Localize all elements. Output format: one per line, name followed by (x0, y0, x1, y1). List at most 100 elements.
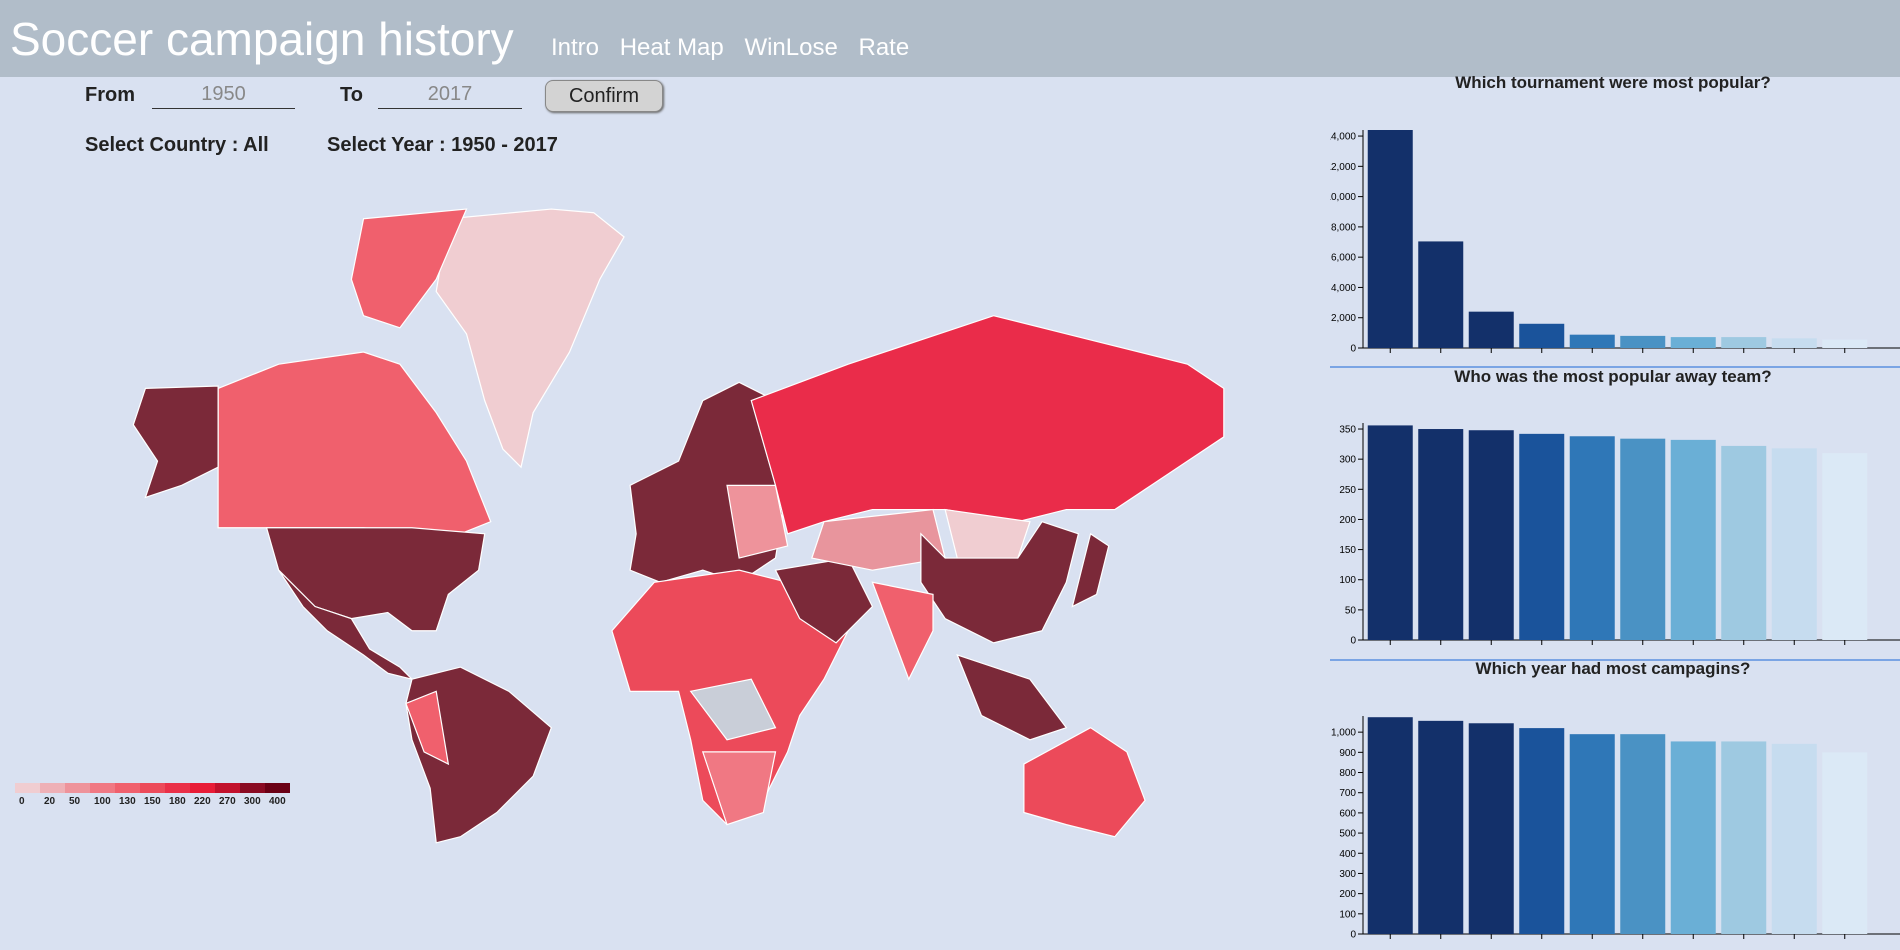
bar (1468, 430, 1514, 640)
bar (1771, 448, 1817, 640)
bar (1418, 429, 1464, 640)
bar (1519, 323, 1565, 348)
chart-title: Which tournament were most popular? (1455, 73, 1770, 92)
country[interactable] (871, 581, 934, 681)
world-map: 0 20 50 100 130 150 180 220 270 300 400 (15, 208, 1225, 844)
country[interactable] (920, 520, 1080, 644)
legend-label: 20 (44, 796, 56, 807)
bar (1670, 337, 1716, 348)
legend-swatch (240, 783, 265, 793)
y-tick-label: 4,000 (1331, 283, 1356, 294)
to-label: To (340, 84, 363, 106)
y-tick-label: 300 (1339, 869, 1356, 880)
bar (1620, 438, 1666, 640)
bar (1771, 743, 1817, 934)
y-tick-label: 800 (1339, 768, 1356, 779)
to-input[interactable]: 2017 (378, 80, 522, 109)
nav-link[interactable]: Rate (858, 34, 910, 61)
legend-label: 50 (69, 796, 81, 807)
bar (1418, 241, 1464, 348)
y-tick-label: 6,000 (1331, 253, 1356, 264)
legend-label: 180 (169, 796, 186, 807)
bar (1569, 334, 1615, 348)
bar (1822, 339, 1868, 348)
chart-title: Which year had most campagins? (1476, 659, 1751, 678)
legend-label: 400 (269, 796, 286, 807)
country[interactable] (265, 527, 486, 632)
country[interactable] (1023, 726, 1146, 838)
legend: 0 20 50 100 130 150 180 220 270 300 400 (15, 783, 290, 807)
country[interactable] (750, 315, 1225, 535)
bar (1721, 445, 1767, 640)
y-tick-label: 200 (1339, 515, 1356, 526)
country[interactable] (405, 690, 450, 766)
bar (1670, 439, 1716, 640)
legend-label: 270 (219, 796, 236, 807)
country[interactable] (435, 208, 625, 469)
header: Soccer campaign history Intro Heat Map W… (0, 0, 1900, 77)
country[interactable] (132, 385, 219, 499)
legend-swatch (15, 783, 40, 793)
legend-swatch (115, 783, 140, 793)
bar (1519, 433, 1565, 640)
bar (1822, 752, 1868, 934)
legend-label: 100 (94, 796, 111, 807)
bar (1367, 717, 1413, 934)
country[interactable] (726, 484, 789, 559)
y-tick-label: 200 (1339, 889, 1356, 900)
bar (1367, 130, 1413, 348)
y-tick-label: 0 (1350, 636, 1356, 647)
country[interactable] (701, 751, 777, 826)
y-tick-label: 150 (1339, 545, 1356, 556)
y-tick-label: 700 (1339, 788, 1356, 799)
y-tick-label: 0 (1350, 344, 1356, 355)
y-tick-label: 300 (1339, 455, 1356, 466)
country[interactable] (811, 508, 946, 571)
nav: Intro Heat Map WinLose Rate (551, 34, 923, 62)
legend-swatch (90, 783, 115, 793)
country[interactable] (217, 351, 492, 535)
y-tick-label: 1,000 (1331, 728, 1356, 739)
y-tick-label: 50 (1345, 605, 1357, 616)
y-tick-label: 8,000 (1331, 222, 1356, 233)
y-tick-label: 400 (1339, 849, 1356, 860)
year-selection: Select Year : 1950 - 2017 (327, 134, 558, 156)
app-title: Soccer campaign history (10, 13, 514, 65)
country-selection: Select Country : All (85, 134, 269, 156)
bar (1771, 338, 1817, 348)
bar (1367, 425, 1413, 640)
bar (1620, 734, 1666, 934)
confirm-button[interactable]: Confirm (545, 80, 663, 112)
y-tick-label: 100 (1339, 909, 1356, 920)
y-tick-label: 0 (1350, 930, 1356, 941)
legend-swatch (140, 783, 165, 793)
country[interactable] (1071, 532, 1110, 608)
y-tick-label: 100 (1339, 575, 1356, 586)
legend-swatch (40, 783, 65, 793)
legend-swatch (215, 783, 240, 793)
nav-link[interactable]: Heat Map (619, 34, 724, 61)
country[interactable] (689, 678, 777, 741)
country[interactable] (350, 208, 468, 329)
nav-link[interactable]: WinLose (744, 34, 838, 61)
y-tick-label: 2,000 (1331, 313, 1356, 324)
country[interactable] (956, 653, 1068, 741)
bar (1468, 311, 1514, 348)
y-tick-label: 500 (1339, 829, 1356, 840)
bar (1519, 728, 1565, 934)
from-input[interactable]: 1950 (152, 80, 295, 109)
legend-label: 220 (194, 796, 211, 807)
y-tick-label: 14,000 (1330, 132, 1356, 143)
bar (1569, 734, 1615, 934)
bar (1822, 453, 1868, 640)
y-tick-label: 900 (1339, 748, 1356, 759)
bar (1721, 337, 1767, 348)
legend-label: 150 (144, 796, 161, 807)
legend-label: 0 (19, 796, 25, 807)
country[interactable] (405, 666, 553, 844)
nav-link[interactable]: Intro (551, 34, 600, 61)
legend-swatch (65, 783, 90, 793)
bar (1721, 741, 1767, 934)
legend-swatch (165, 783, 190, 793)
